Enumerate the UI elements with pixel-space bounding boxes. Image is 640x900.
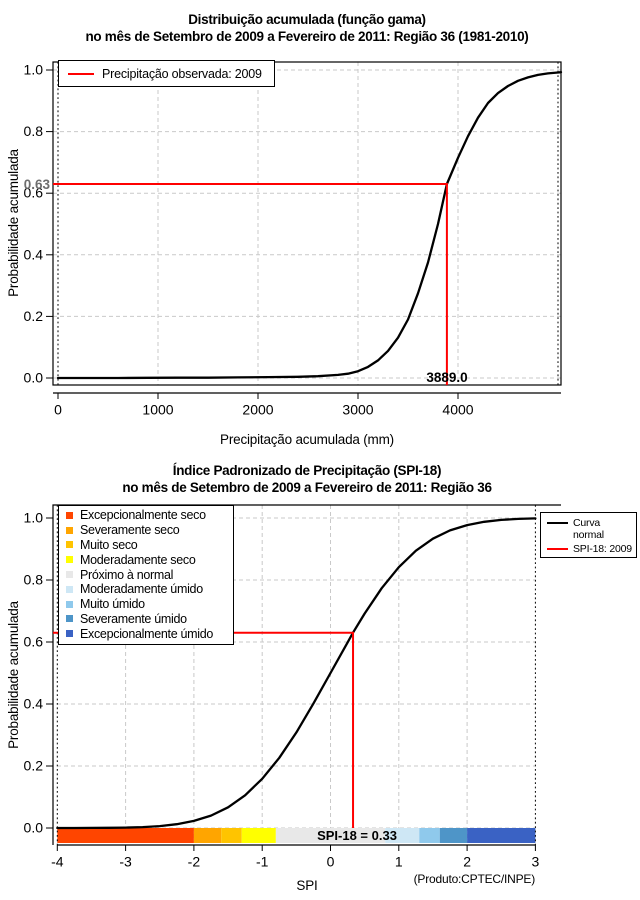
legend-item-2: Severamente seco — [59, 523, 233, 538]
svg-text:0.8: 0.8 — [24, 572, 44, 588]
chart2-curve-legend: Curva normal SPI-18: 2009 — [540, 512, 637, 558]
chart2-y-axis-label: Probabilidade acumulada — [6, 601, 21, 749]
category-color-swatch — [66, 630, 73, 638]
category-label: Muito úmido — [80, 597, 145, 612]
svg-text:2000: 2000 — [242, 401, 273, 417]
svg-text:1.0: 1.0 — [24, 62, 44, 78]
category-color-swatch — [66, 541, 73, 549]
category-label: Excepcionalmente seco — [80, 508, 206, 523]
red-line-sample — [547, 548, 568, 550]
svg-text:-4: -4 — [51, 853, 64, 869]
chart1-legend-label: Precipitação observada: 2009 — [102, 66, 262, 81]
chart2-title: Índice Padronizado de Precipitação (SPI-… — [172, 463, 442, 478]
svg-text:1000: 1000 — [142, 401, 173, 417]
chart2-subtitle: no mês de Setembro de 2009 a Fevereiro d… — [122, 480, 492, 495]
svg-text:4000: 4000 — [442, 401, 473, 417]
svg-text:-3: -3 — [119, 853, 132, 869]
category-color-swatch — [66, 585, 73, 593]
svg-text:0.6: 0.6 — [24, 634, 44, 650]
svg-text:-2: -2 — [188, 853, 201, 869]
svg-text:0.8: 0.8 — [24, 123, 44, 139]
chart1-x-axis-label: Precipitação acumulada (mm) — [220, 432, 394, 447]
svg-text:3: 3 — [532, 853, 540, 869]
legend-item-1: Excepcionalmente seco — [59, 508, 233, 523]
curve-legend-label-line2: normal — [573, 529, 604, 541]
svg-text:1.0: 1.0 — [24, 510, 44, 526]
category-label: Severamente úmido — [80, 611, 187, 626]
category-label: Próximo à normal — [80, 567, 174, 582]
category-label: Severamente seco — [80, 523, 180, 538]
red-line-sample — [68, 72, 94, 75]
svg-text:0.4: 0.4 — [24, 696, 44, 712]
legend-item-9: Excepcionalmente úmido — [59, 626, 233, 641]
legend-item-4: Moderadamente seco — [59, 552, 233, 567]
legend-item-8: Severamente úmido — [59, 612, 233, 627]
legend-item-3: Muito seco — [59, 538, 233, 553]
chart2-category-legend: Excepcionalmente seco Severamente seco Mui… — [58, 505, 234, 646]
category-color-swatch — [66, 511, 73, 519]
category-label: Muito seco — [80, 537, 138, 552]
category-label: Excepcionalmente úmido — [80, 626, 214, 641]
chart2-x-axis-label: SPI — [296, 878, 318, 893]
category-color-swatch — [66, 571, 73, 579]
category-color-swatch — [66, 600, 73, 608]
svg-text:1: 1 — [395, 853, 403, 869]
legend-item-5: Próximo à normal — [59, 567, 233, 582]
probability-annotation: 0.63 — [23, 177, 50, 192]
svg-text:0: 0 — [54, 401, 62, 417]
svg-text:0.2: 0.2 — [24, 758, 44, 774]
category-label: Moderadamente úmido — [80, 582, 203, 597]
svg-text:0.0: 0.0 — [24, 370, 44, 386]
svg-text:0.0: 0.0 — [24, 820, 44, 836]
category-color-swatch — [66, 526, 73, 534]
chart1-y-axis-label: Probabilidade acumulada — [6, 149, 21, 297]
svg-text:0.6: 0.6 — [24, 185, 44, 201]
curve-legend-label-line1: Curva — [573, 517, 601, 529]
svg-text:3000: 3000 — [342, 401, 373, 417]
chart1-title: Distribuição acumulada (função gama) — [188, 12, 426, 27]
category-label: Moderadamente seco — [80, 552, 196, 567]
chart1-subtitle: no mês de Setembro de 2009 a Fevereiro d… — [85, 29, 529, 44]
product-footnote: (Produto:CPTEC/INPE) — [413, 872, 536, 886]
category-color-swatch — [66, 615, 73, 623]
spi-value-annotation: SPI-18 = 0.33 — [317, 828, 397, 843]
precipitation-annotation: 3889.0 — [426, 370, 468, 385]
chart1-legend: Precipitação observada: 2009 — [58, 60, 275, 87]
svg-text:0: 0 — [327, 853, 335, 869]
svg-text:0.4: 0.4 — [24, 246, 44, 262]
svg-text:0.2: 0.2 — [24, 308, 44, 324]
svg-text:-1: -1 — [256, 853, 269, 869]
black-line-sample — [547, 522, 568, 524]
legend-item-6: Moderadamente úmido — [59, 582, 233, 597]
legend-item-7: Muito úmido — [59, 597, 233, 612]
spi-legend-label: SPI-18: 2009 — [573, 543, 632, 555]
svg-text:2: 2 — [463, 853, 471, 869]
category-color-swatch — [66, 556, 73, 564]
